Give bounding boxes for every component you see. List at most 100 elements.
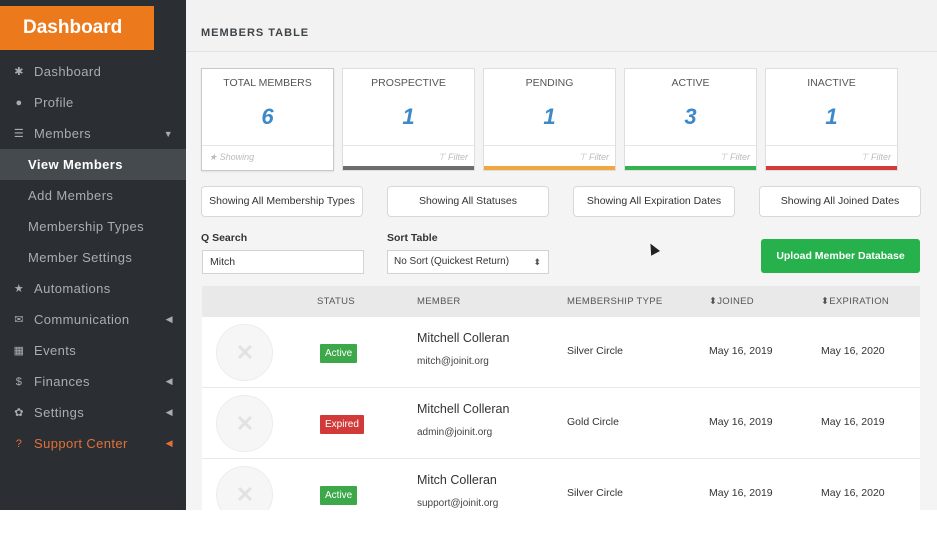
page-title: MEMBERS TABLE — [201, 27, 310, 39]
membership-type: Silver Circle — [567, 345, 624, 357]
stat-value: 1 — [825, 104, 838, 129]
stat-card-prospective[interactable]: PROSPECTIVE 1 ⊤ Filter — [342, 68, 475, 171]
member-email: support@joinit.org — [417, 498, 499, 509]
caret-left-icon: ◀ — [165, 438, 173, 448]
sort-label: Sort Table — [387, 232, 438, 244]
stat-card-active[interactable]: ACTIVE 3 ⊤ Filter — [624, 68, 757, 171]
expiration-date: May 16, 2019 — [821, 416, 885, 428]
sidebar-item-members[interactable]: ☰ Members ▼ — [0, 118, 186, 149]
envelope-icon: ✉ — [14, 314, 24, 326]
expiration-dates-filter-button[interactable]: Showing All Expiration Dates — [573, 186, 735, 217]
sidebar-item-settings[interactable]: ✿ Settings ◀ — [0, 397, 186, 428]
mouse-cursor-icon — [646, 241, 660, 256]
sidebar-item-label: Dashboard — [34, 64, 102, 79]
membership-type: Silver Circle — [567, 487, 624, 499]
members-table: STATUS MEMBER MEMBERSHIP TYPE ⬍JOINED ⬍E… — [202, 286, 920, 510]
page-header: MEMBERS TABLE — [186, 0, 937, 52]
stat-footer: ⊤ Filter — [484, 145, 615, 170]
column-header-membership-type[interactable]: MEMBERSHIP TYPE — [567, 296, 663, 307]
status-color-bar — [625, 166, 756, 170]
sidebar-item-label: Communication — [34, 312, 130, 327]
stat-card-pending[interactable]: PENDING 1 ⊤ Filter — [483, 68, 616, 171]
stat-footer: ★ Showing — [202, 145, 333, 170]
filter-link[interactable]: ⊤ Filter — [719, 152, 750, 162]
select-arrows-icon: ⬍ — [533, 257, 541, 267]
upload-member-database-button[interactable]: Upload Member Database — [761, 239, 920, 273]
filter-link[interactable]: ⊤ Filter — [578, 152, 609, 162]
stat-label: ACTIVE — [671, 77, 710, 89]
sidebar-item-label: Finances — [34, 374, 90, 389]
sidebar-item-add-members[interactable]: Add Members — [0, 180, 186, 211]
sidebar-item-label: Member Settings — [28, 250, 133, 265]
membership-type: Gold Circle — [567, 416, 619, 428]
sort-select-value: No Sort (Quickest Return) — [394, 256, 510, 267]
member-email: mitch@joinit.org — [417, 356, 489, 367]
stat-value: 1 — [543, 104, 556, 129]
table-row[interactable]: ✕ Active Mitch Colleran support@joinit.o… — [202, 459, 920, 510]
statuses-filter-button[interactable]: Showing All Statuses — [387, 186, 549, 217]
expiration-date: May 16, 2020 — [821, 487, 885, 499]
stat-footer: ⊤ Filter — [766, 145, 897, 170]
column-header-member[interactable]: MEMBER — [417, 296, 461, 307]
sidebar-item-events[interactable]: ▦ Events — [0, 335, 186, 366]
avatar[interactable]: ✕ — [216, 395, 273, 452]
sidebar-item-profile[interactable]: ● Profile — [0, 87, 186, 118]
member-name[interactable]: Mitch Colleran — [417, 473, 497, 487]
search-label: Q Search — [201, 232, 248, 244]
caret-left-icon: ◀ — [165, 314, 173, 324]
status-color-bar — [343, 166, 474, 170]
avatar[interactable]: ✕ — [216, 324, 273, 381]
sidebar-item-automations[interactable]: ★ Automations — [0, 273, 186, 304]
member-email: admin@joinit.org — [417, 427, 493, 438]
membership-types-filter-button[interactable]: Showing All Membership Types — [201, 186, 363, 217]
table-row[interactable]: ✕ Active Mitchell Colleran mitch@joinit.… — [202, 317, 920, 388]
app-frame: Dashboard ✱ Dashboard ● Profile ☰ Member… — [0, 0, 937, 510]
caret-left-icon: ◀ — [165, 376, 173, 386]
sidebar-item-view-members[interactable]: View Members — [0, 149, 186, 180]
joined-date: May 16, 2019 — [709, 487, 773, 499]
sidebar-item-dashboard[interactable]: ✱ Dashboard — [0, 56, 186, 87]
member-name[interactable]: Mitchell Colleran — [417, 402, 510, 416]
stat-value: 1 — [402, 104, 415, 129]
sidebar-item-label: Events — [34, 343, 77, 358]
members-icon: ☰ — [13, 128, 25, 140]
calendar-icon: ▦ — [13, 345, 25, 357]
status-color-bar — [484, 166, 615, 170]
column-header-joined[interactable]: ⬍JOINED — [709, 296, 754, 307]
filter-link[interactable]: ⊤ Filter — [860, 152, 891, 162]
status-badge: Active — [320, 486, 358, 505]
column-header-expiration[interactable]: ⬍EXPIRATION — [821, 296, 890, 307]
status-badge: Expired — [320, 415, 364, 434]
sidebar-item-label: Membership Types — [28, 219, 144, 234]
dashboard-icon: ✱ — [14, 66, 24, 78]
logo-icon: ✕ — [235, 482, 255, 507]
main-content: MEMBERS TABLE TOTAL MEMBERS 6 ★ Showing … — [186, 0, 937, 510]
stat-label: INACTIVE — [807, 77, 856, 89]
table-header: STATUS MEMBER MEMBERSHIP TYPE ⬍JOINED ⬍E… — [202, 286, 920, 317]
sidebar-item-communication[interactable]: ✉ Communication ◀ — [0, 304, 186, 335]
sidebar-item-finances[interactable]: $ Finances ◀ — [0, 366, 186, 397]
stat-label: PROSPECTIVE — [371, 77, 446, 89]
sidebar: Dashboard ✱ Dashboard ● Profile ☰ Member… — [0, 0, 186, 510]
column-header-status[interactable]: STATUS — [317, 296, 355, 307]
table-row[interactable]: ✕ Expired Mitchell Colleran admin@joinit… — [202, 388, 920, 459]
filter-link[interactable]: ⊤ Filter — [437, 152, 468, 162]
search-input[interactable] — [202, 250, 364, 274]
sidebar-item-support-center[interactable]: ? Support Center ◀ — [0, 428, 186, 459]
member-name[interactable]: Mitchell Colleran — [417, 331, 510, 345]
sidebar-item-member-settings[interactable]: Member Settings — [0, 242, 186, 273]
sidebar-item-membership-types[interactable]: Membership Types — [0, 211, 186, 242]
sidebar-item-label: Automations — [34, 281, 111, 296]
sort-select[interactable]: No Sort (Quickest Return) ⬍ — [387, 250, 549, 274]
brand-title[interactable]: Dashboard — [0, 6, 154, 50]
sidebar-nav: ✱ Dashboard ● Profile ☰ Members ▼ View M… — [0, 56, 186, 459]
status-badge: Active — [320, 344, 358, 363]
joined-dates-filter-button[interactable]: Showing All Joined Dates — [759, 186, 921, 217]
joined-date: May 16, 2019 — [709, 416, 773, 428]
stat-card-inactive[interactable]: INACTIVE 1 ⊤ Filter — [765, 68, 898, 171]
stat-label: TOTAL MEMBERS — [223, 77, 312, 89]
avatar[interactable]: ✕ — [216, 466, 273, 510]
joined-date: May 16, 2019 — [709, 345, 773, 357]
stat-card-total[interactable]: TOTAL MEMBERS 6 ★ Showing — [201, 68, 334, 171]
star-icon: ★ — [13, 283, 25, 295]
